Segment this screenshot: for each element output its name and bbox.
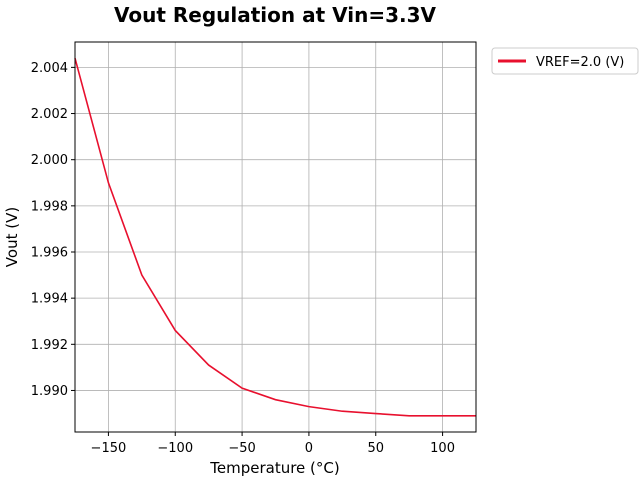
y-tick-label: 2.000 xyxy=(31,153,68,168)
x-tick-label: 0 xyxy=(305,441,313,456)
grid xyxy=(75,42,476,432)
y-axis-title: Vout (V) xyxy=(3,207,21,267)
y-tick-label: 1.992 xyxy=(31,338,68,353)
x-tick-label: −150 xyxy=(91,441,127,456)
y-tick-label: 1.990 xyxy=(31,384,68,399)
legend-box xyxy=(491,47,639,75)
y-tick-label: 2.002 xyxy=(31,107,68,122)
y-tick-label: 2.004 xyxy=(31,61,68,76)
x-axis: −150 −100 −50 0 50 100 xyxy=(91,432,455,456)
x-axis-title: Temperature (°C) xyxy=(209,459,339,477)
y-tick-label: 1.996 xyxy=(31,246,68,261)
x-tick-label: −50 xyxy=(228,441,255,456)
y-tick-label: 1.998 xyxy=(31,199,68,214)
chart-title: Vout Regulation at Vin=3.3V xyxy=(114,3,437,27)
series-line-vref xyxy=(74,57,476,417)
y-tick-label: 1.994 xyxy=(31,292,68,307)
y-axis: 1.990 1.992 1.994 1.996 1.998 2.000 2.002 2.004 xyxy=(31,61,75,399)
legend: VREF=2.0 (V) xyxy=(491,47,639,75)
plot-area-frame xyxy=(74,41,477,433)
legend-label: VREF=2.0 (V) xyxy=(536,55,624,70)
x-tick-label: 100 xyxy=(430,441,455,456)
x-tick-label: −100 xyxy=(157,441,193,456)
x-tick-label: 50 xyxy=(367,441,384,456)
